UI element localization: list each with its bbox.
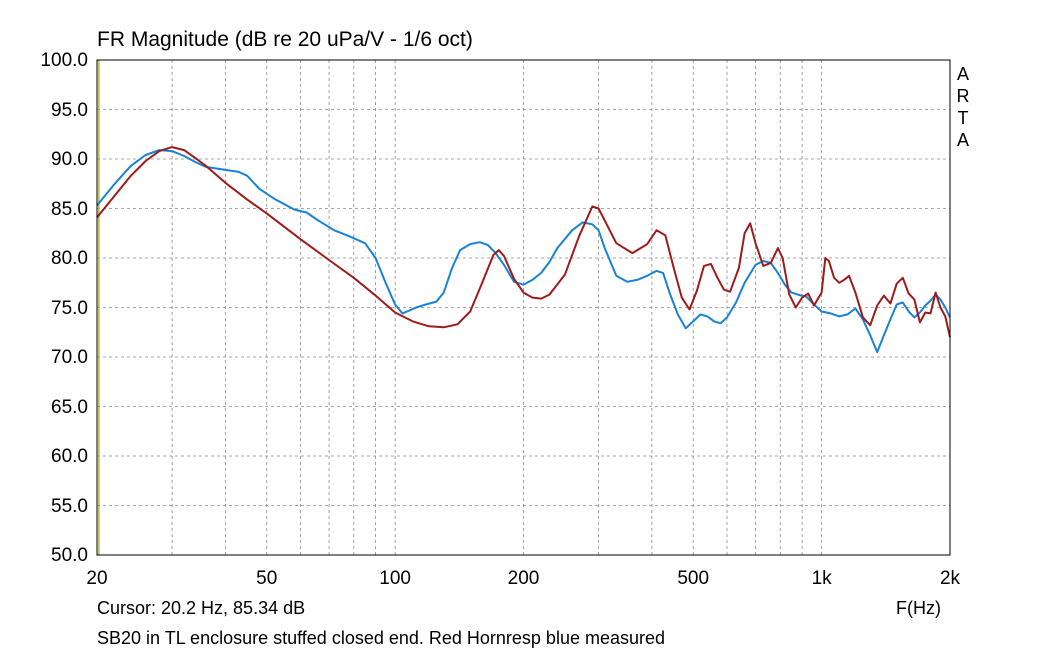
measured-response-line [96, 149, 951, 354]
hornresp-response-line [96, 146, 951, 338]
y-tick-label: 55.0 [51, 495, 88, 517]
brand-letter: A [956, 130, 969, 150]
brand-letter: T [957, 108, 969, 128]
grid [97, 60, 950, 555]
x-axis-unit-label: F(Hz) [896, 598, 941, 618]
y-tick-label: 65.0 [51, 396, 88, 418]
y-tick-label: 50.0 [51, 545, 88, 566]
cursor-readout: Cursor: 20.2 Hz, 85.34 dB [97, 598, 306, 618]
y-tick-label: 75.0 [51, 297, 88, 319]
y-tick-label: 85.0 [51, 198, 88, 220]
x-tick-label: 20 [86, 568, 108, 589]
y-tick-label: 80.0 [51, 248, 88, 269]
plot-frame [96, 59, 951, 556]
brand-letter: R [956, 86, 970, 106]
y-tick-label: 70.0 [51, 347, 88, 368]
y-tick-label: 95.0 [51, 99, 88, 121]
y-tick-label: 90.0 [51, 149, 88, 170]
arta-brand: A R T A [956, 63, 970, 151]
x-tick-label: 1k [811, 568, 832, 589]
x-tick-label: 50 [256, 568, 278, 589]
x-tick-label: 500 [677, 568, 710, 589]
y-tick-label: 60.0 [51, 446, 88, 467]
y-tick-label: 100.0 [40, 50, 88, 71]
brand-letter: A [956, 64, 969, 84]
x-tick-label: 200 [507, 568, 540, 589]
x-tick-label: 2k [939, 568, 961, 589]
series-layer [96, 146, 951, 354]
chart-title: FR Magnitude (dB re 20 uPa/V - 1/6 oct) [97, 28, 473, 51]
chart-note: SB20 in TL enclosure stuffed closed end.… [97, 628, 666, 648]
x-tick-label: 100 [379, 568, 411, 589]
